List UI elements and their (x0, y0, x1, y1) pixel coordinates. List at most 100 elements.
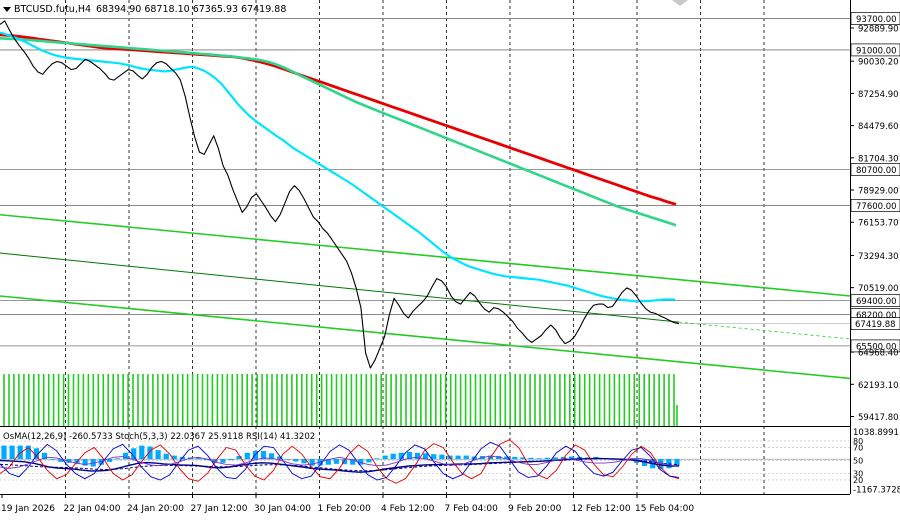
channel-line (0, 295, 851, 380)
osma-bar (1, 445, 7, 460)
osma-bar (342, 459, 348, 465)
osma-bar (163, 453, 169, 460)
osma-bar (147, 446, 153, 460)
price-tick-label: 76153.70 (858, 219, 899, 229)
osma-bar (317, 459, 323, 466)
price-panel[interactable] (0, 0, 850, 426)
osma-bar (155, 450, 161, 460)
price-tick-label: 87254.90 (858, 90, 899, 100)
time-tick-label: 19 Jan 2026 (1, 504, 55, 514)
osma-bar (17, 445, 23, 460)
level-label: 77600.00 (856, 202, 897, 212)
osma-bar (139, 445, 145, 460)
osma-bar (269, 453, 275, 460)
osma-bar (212, 459, 218, 463)
osma-bar (414, 452, 421, 460)
moving-average-line (0, 37, 677, 227)
rsi-line (0, 455, 680, 469)
osma-bar (196, 457, 202, 460)
price-tick-label: 64968.40 (858, 349, 899, 359)
time-tick-label: 27 Jan 12:00 (191, 504, 248, 514)
scroll-marker-icon[interactable] (672, 0, 688, 6)
osma-bar (309, 459, 315, 466)
level-label-box (850, 199, 900, 212)
osma-bar (228, 459, 234, 461)
osma-bar (406, 451, 412, 460)
osma-bar (106, 459, 112, 462)
price-tick-label: 70519.00 (858, 284, 899, 294)
osma-bar (171, 455, 177, 460)
level-label: 65500.00 (856, 342, 897, 352)
osma-bar (82, 459, 88, 466)
osma-bar (220, 459, 226, 463)
macd-line (0, 458, 680, 472)
osma-bar (504, 456, 510, 460)
time-tick-label: 15 Feb 04:00 (635, 504, 694, 514)
last-price-box (850, 317, 900, 330)
ohlc-label: 68394.90 68718.10 67365.93 67419.88 (96, 4, 286, 15)
oscillator-level-label: 70 (853, 444, 863, 453)
price-tick-label: 62193.10 (858, 381, 899, 391)
channel-line (0, 213, 851, 297)
oscillator-level-label: 30 (853, 470, 863, 479)
osma-bar (260, 451, 267, 460)
price-tick-label: 90030.20 (858, 58, 899, 68)
osma-bar (293, 459, 299, 462)
level-label-box (850, 339, 900, 353)
level-label-box (850, 163, 900, 176)
level-label-box (850, 43, 900, 57)
osma-bar (131, 448, 137, 460)
osma-bar (9, 445, 15, 460)
osma-bar (674, 459, 680, 466)
price-axis-labels: 93700.00 91000.00 80700.00 77600.00 69400.00… (850, 12, 900, 423)
osma-bar (50, 459, 56, 460)
stochastic-line (0, 441, 680, 481)
osma-bar (552, 457, 558, 460)
price-line (0, 20, 680, 369)
osma-bar (658, 459, 664, 470)
moving-average-line (0, 31, 675, 303)
osma-bar (123, 452, 129, 460)
price-tick-label: 84479.60 (858, 122, 899, 132)
level-label: 80700.00 (856, 166, 897, 176)
time-tick-label: 9 Feb 20:00 (508, 504, 562, 514)
moving-average-line (0, 33, 677, 206)
osma-bar (496, 456, 502, 460)
osma-bar (33, 448, 39, 460)
time-tick-label: 22 Jan 04:00 (64, 504, 121, 514)
price-series (0, 20, 680, 369)
price-tick-label: 59417.80 (858, 413, 899, 423)
osma-bar (301, 459, 307, 464)
osma-bar (528, 457, 534, 460)
osma-bar (455, 455, 461, 460)
level-label: 68200.00 (856, 311, 897, 321)
price-tick-label: 73294.30 (858, 252, 899, 262)
oscillator-level-label: 50 (853, 457, 863, 466)
time-tick-label: 7 Feb 04:00 (445, 504, 499, 514)
level-label: 69400.00 (856, 297, 897, 307)
osma-bar (41, 452, 48, 460)
dropdown-triangle-icon[interactable] (3, 7, 11, 12)
level-label: 93700.00 (856, 15, 897, 25)
level-label-box (850, 12, 900, 25)
channel-line-dark (0, 252, 680, 323)
osma-bar (236, 456, 242, 460)
osma-bar (285, 459, 291, 460)
stochastic-line (0, 439, 680, 484)
osma-bar (423, 453, 429, 460)
osma-bar (382, 455, 388, 460)
osma-bar (325, 459, 331, 465)
osma-bar (350, 459, 356, 465)
oscillator-level-label: 80 (853, 437, 863, 446)
osma-bar (390, 453, 396, 460)
osma-bar (512, 456, 518, 460)
price-tick-label: 81704.30 (858, 154, 899, 164)
osma-bar (431, 454, 437, 460)
osma-bar (98, 459, 104, 465)
osma-bar (244, 452, 250, 460)
level-label-box (850, 294, 900, 307)
osma-bar (58, 459, 64, 462)
osma-bar (398, 452, 404, 460)
